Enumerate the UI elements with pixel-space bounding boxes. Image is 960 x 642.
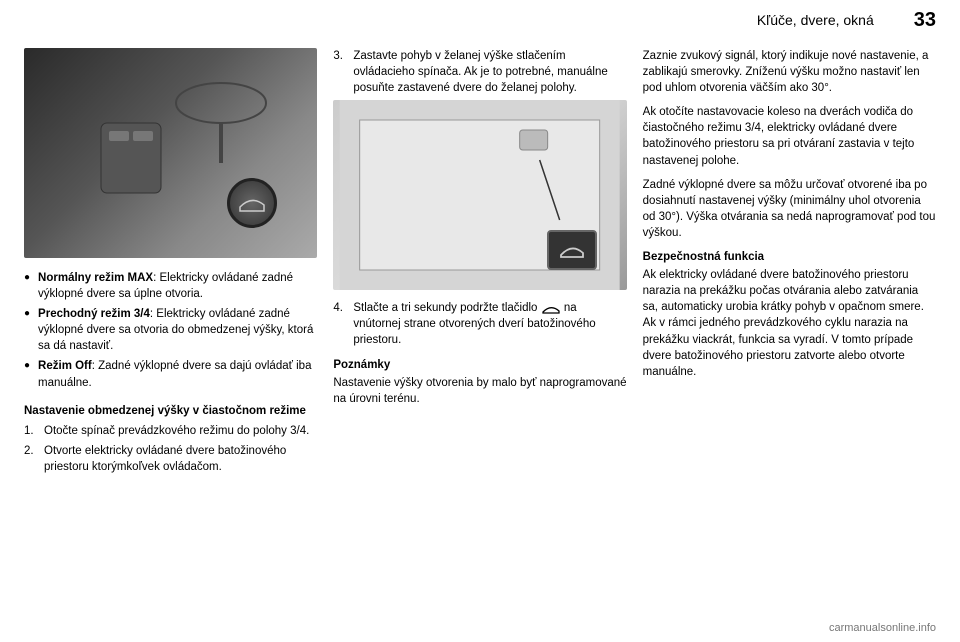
step-1: 1. Otočte spínač prevádzkového režimu do… xyxy=(24,423,317,439)
steps-list: 1. Otočte spínač prevádzkového režimu do… xyxy=(24,423,317,475)
column-2: 3. Zastavte pohyb v želanej výške stlače… xyxy=(333,48,626,479)
mode-label: Prechodný režim 3/4 xyxy=(38,308,150,320)
mode-label: Normálny režim MAX xyxy=(38,272,153,284)
step-text: Otočte spínač prevádzkového režimu do po… xyxy=(44,423,317,439)
step-text: Zastavte pohyb v želanej výške stlačením… xyxy=(353,48,626,96)
mode-label: Režim Off xyxy=(38,360,92,372)
mode-dial-icon xyxy=(227,178,277,228)
interior-dial-image xyxy=(24,48,317,258)
step-text-before: Stlačte a tri sekundy podržte tlačidlo xyxy=(353,302,540,314)
step-4-list: 4. Stlačte a tri sekundy podržte tlačidl… xyxy=(333,300,626,348)
column-3: Zaznie zvukový signál, ktorý indikuje no… xyxy=(643,48,936,479)
step-3: 3. Zastavte pohyb v želanej výške stlače… xyxy=(333,48,626,96)
step-number: 1. xyxy=(24,423,40,439)
page-content: Normálny režim MAX: Elektricky ovládané … xyxy=(0,32,960,479)
height-setting-heading: Nastavenie obmedzenej výšky v čiastočnom… xyxy=(24,403,317,419)
step-2: 2. Otvorte elektricky ovládané dvere bat… xyxy=(24,443,317,475)
safety-text: Ak elektricky ovládané dvere batožinovéh… xyxy=(643,267,936,380)
step-number: 2. xyxy=(24,443,40,475)
page-number: 33 xyxy=(914,9,936,32)
footer-url: carmanualsonline.info xyxy=(829,622,936,634)
step-number: 3. xyxy=(333,48,349,96)
mode-item-off: Režim Off: Zadné výklopné dvere sa dajú … xyxy=(24,358,317,390)
mode-item-max: Normálny režim MAX: Elektricky ovládané … xyxy=(24,270,317,302)
header-title: Kľúče, dvere, okná xyxy=(757,12,874,28)
page-header: Kľúče, dvere, okná 33 xyxy=(0,0,960,32)
column-1: Normálny režim MAX: Elektricky ovládané … xyxy=(24,48,317,479)
safety-heading: Bezpečnostná funkcia xyxy=(643,249,936,265)
step-3-list: 3. Zastavte pohyb v želanej výške stlače… xyxy=(333,48,626,96)
mode-list: Normálny režim MAX: Elektricky ovládané … xyxy=(24,270,317,391)
para-signal: Zaznie zvukový signál, ktorý indikuje no… xyxy=(643,48,936,96)
tailgate-button-closeup xyxy=(547,230,597,270)
mode-item-34: Prechodný režim 3/4: Elektricky ovládané… xyxy=(24,306,317,354)
para-dial-turn: Ak otočíte nastavovacie koleso na dverác… xyxy=(643,104,936,168)
para-min-angle: Zadné výklopné dvere sa môžu určovať otv… xyxy=(643,177,936,241)
step-number: 4. xyxy=(333,300,349,348)
notes-heading: Poznámky xyxy=(333,357,626,373)
step-4: 4. Stlačte a tri sekundy podržte tlačidl… xyxy=(333,300,626,348)
tailgate-open-icon xyxy=(557,239,587,261)
tailgate-open-icon xyxy=(541,302,561,314)
tailgate-button-image xyxy=(333,100,626,290)
notes-text: Nastavenie výšky otvorenia by malo byť n… xyxy=(333,375,626,407)
step-text: Otvorte elektricky ovládané dvere batoži… xyxy=(44,443,317,475)
